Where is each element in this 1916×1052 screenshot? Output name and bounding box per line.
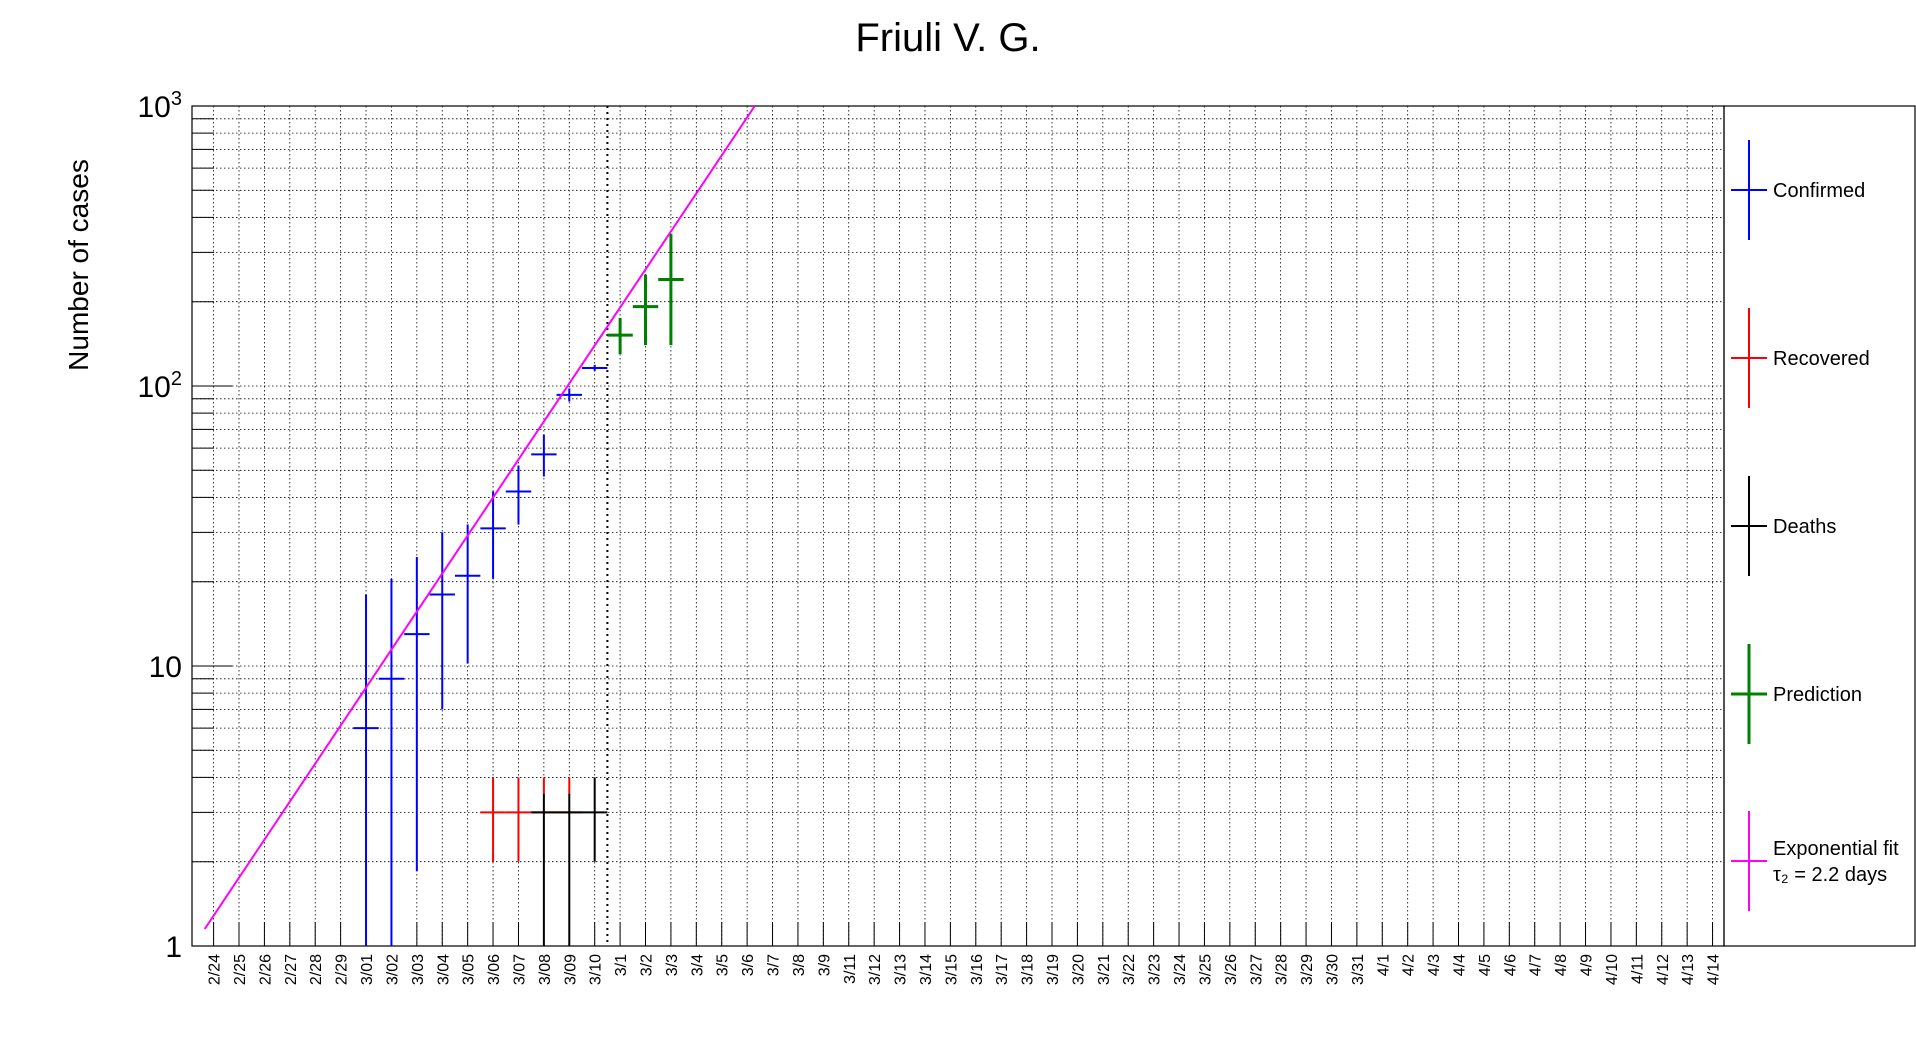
x-tick-label: 4/2 <box>1401 954 1418 976</box>
legend-box <box>1723 105 1916 947</box>
y-tick-label: 103 <box>138 88 183 124</box>
x-tick-label: 3/6 <box>740 954 757 976</box>
x-tick-label: 3/21 <box>1096 954 1113 985</box>
x-tick-label: 4/3 <box>1426 954 1443 976</box>
x-tick-label: 3/1 <box>613 954 630 976</box>
x-tick-label: 4/7 <box>1528 954 1545 976</box>
x-tick-label: 2/24 <box>207 954 224 985</box>
y-tick-label: 10 <box>149 651 182 684</box>
x-tick-label: 3/3 <box>664 954 681 976</box>
x-tick-label: 3/23 <box>1147 954 1164 985</box>
x-tick-label: 4/10 <box>1604 954 1621 985</box>
x-tick-label: 3/26 <box>1223 954 1240 985</box>
x-tick-label: 4/9 <box>1579 954 1596 976</box>
x-tick-label: 3/11 <box>842 954 859 984</box>
legend-label: Deaths <box>1773 516 1836 538</box>
x-tick-label: 2/25 <box>232 954 249 985</box>
x-tick-label: 3/13 <box>893 954 910 985</box>
x-tick-label: 3/24 <box>1172 954 1189 985</box>
x-tick-label: 4/6 <box>1502 954 1519 976</box>
x-tick-label: 4/13 <box>1680 954 1697 985</box>
legend: Confirmed Recovered Deaths Prediction Expone… <box>1723 105 1916 947</box>
x-tick-label: 3/28 <box>1274 954 1291 985</box>
x-tick-label: 3/16 <box>969 954 986 985</box>
x-tick-label: 3/01 <box>359 954 376 985</box>
legend-label: τ₂ = 2.2 days <box>1773 864 1887 886</box>
x-tick-label: 3/8 <box>791 954 808 976</box>
legend-label: Exponential fit <box>1773 838 1899 860</box>
plot-frame <box>191 105 1725 947</box>
x-tick-label: 4/8 <box>1553 954 1570 976</box>
grid <box>192 105 1724 947</box>
x-tick-label: 3/9 <box>816 954 833 976</box>
x-tick-label: 3/29 <box>1299 954 1316 985</box>
x-tick-label: 3/19 <box>1045 954 1062 985</box>
x-tick-label: 3/06 <box>486 954 503 985</box>
y-tick-label: 1 <box>165 931 182 964</box>
x-tick-label: 4/1 <box>1375 954 1392 976</box>
x-tick-label: 3/15 <box>943 954 960 985</box>
x-tick-label: 3/7 <box>766 954 783 976</box>
x-tick-label: 4/12 <box>1655 954 1672 985</box>
x-tick-label: 3/20 <box>1070 954 1087 985</box>
x-tick-label: 3/31 <box>1350 954 1367 985</box>
x-tick-label: 3/22 <box>1121 954 1138 985</box>
x-tick-label: 3/2 <box>639 954 656 976</box>
legend-label: Recovered <box>1773 348 1870 370</box>
legend-label: Confirmed <box>1773 180 1865 202</box>
x-tick-label: 3/4 <box>689 954 706 976</box>
x-tick-label: 3/18 <box>1020 954 1037 985</box>
x-tick-label: 3/10 <box>588 954 605 985</box>
chart-title: Friuli V. G. <box>855 16 1040 60</box>
x-tick-label: 4/4 <box>1452 954 1469 976</box>
x-tick-label: 3/12 <box>867 954 884 985</box>
x-tick-label: 3/03 <box>410 954 427 985</box>
x-tick-label: 3/09 <box>562 954 579 985</box>
x-tick-label: 3/02 <box>384 954 401 985</box>
x-tick-label: 3/07 <box>511 954 528 985</box>
x-tick-label: 3/30 <box>1324 954 1341 985</box>
y-tick-label: 102 <box>138 368 183 404</box>
x-tick-label: 2/26 <box>257 954 274 985</box>
legend-label: Prediction <box>1773 684 1862 706</box>
x-tick-label: 2/28 <box>308 954 325 985</box>
x-tick-label: 3/04 <box>435 954 452 985</box>
axes: 1 10 102 103 2/24 2/25 2/26 2/27 2/28 2/29 3/01 3/0… <box>138 88 1725 985</box>
x-tick-label: 2/27 <box>283 954 300 985</box>
x-tick-label: 3/5 <box>715 954 732 976</box>
y-axis-label: Number of cases <box>63 159 94 371</box>
x-tick-label: 3/17 <box>994 954 1011 985</box>
x-tick-label: 4/14 <box>1706 954 1723 985</box>
x-tick-label: 3/08 <box>537 954 554 985</box>
x-tick-label: 3/27 <box>1248 954 1265 985</box>
data-series <box>203 105 756 946</box>
x-tick-label: 3/14 <box>918 954 935 985</box>
x-tick-label: 3/25 <box>1197 954 1214 985</box>
x-tick-label: 4/11 <box>1629 954 1646 984</box>
fit-line <box>203 105 756 930</box>
x-tick-label: 4/5 <box>1477 954 1494 976</box>
x-tick-label: 2/29 <box>334 954 351 985</box>
x-tick-label: 3/05 <box>461 954 478 985</box>
